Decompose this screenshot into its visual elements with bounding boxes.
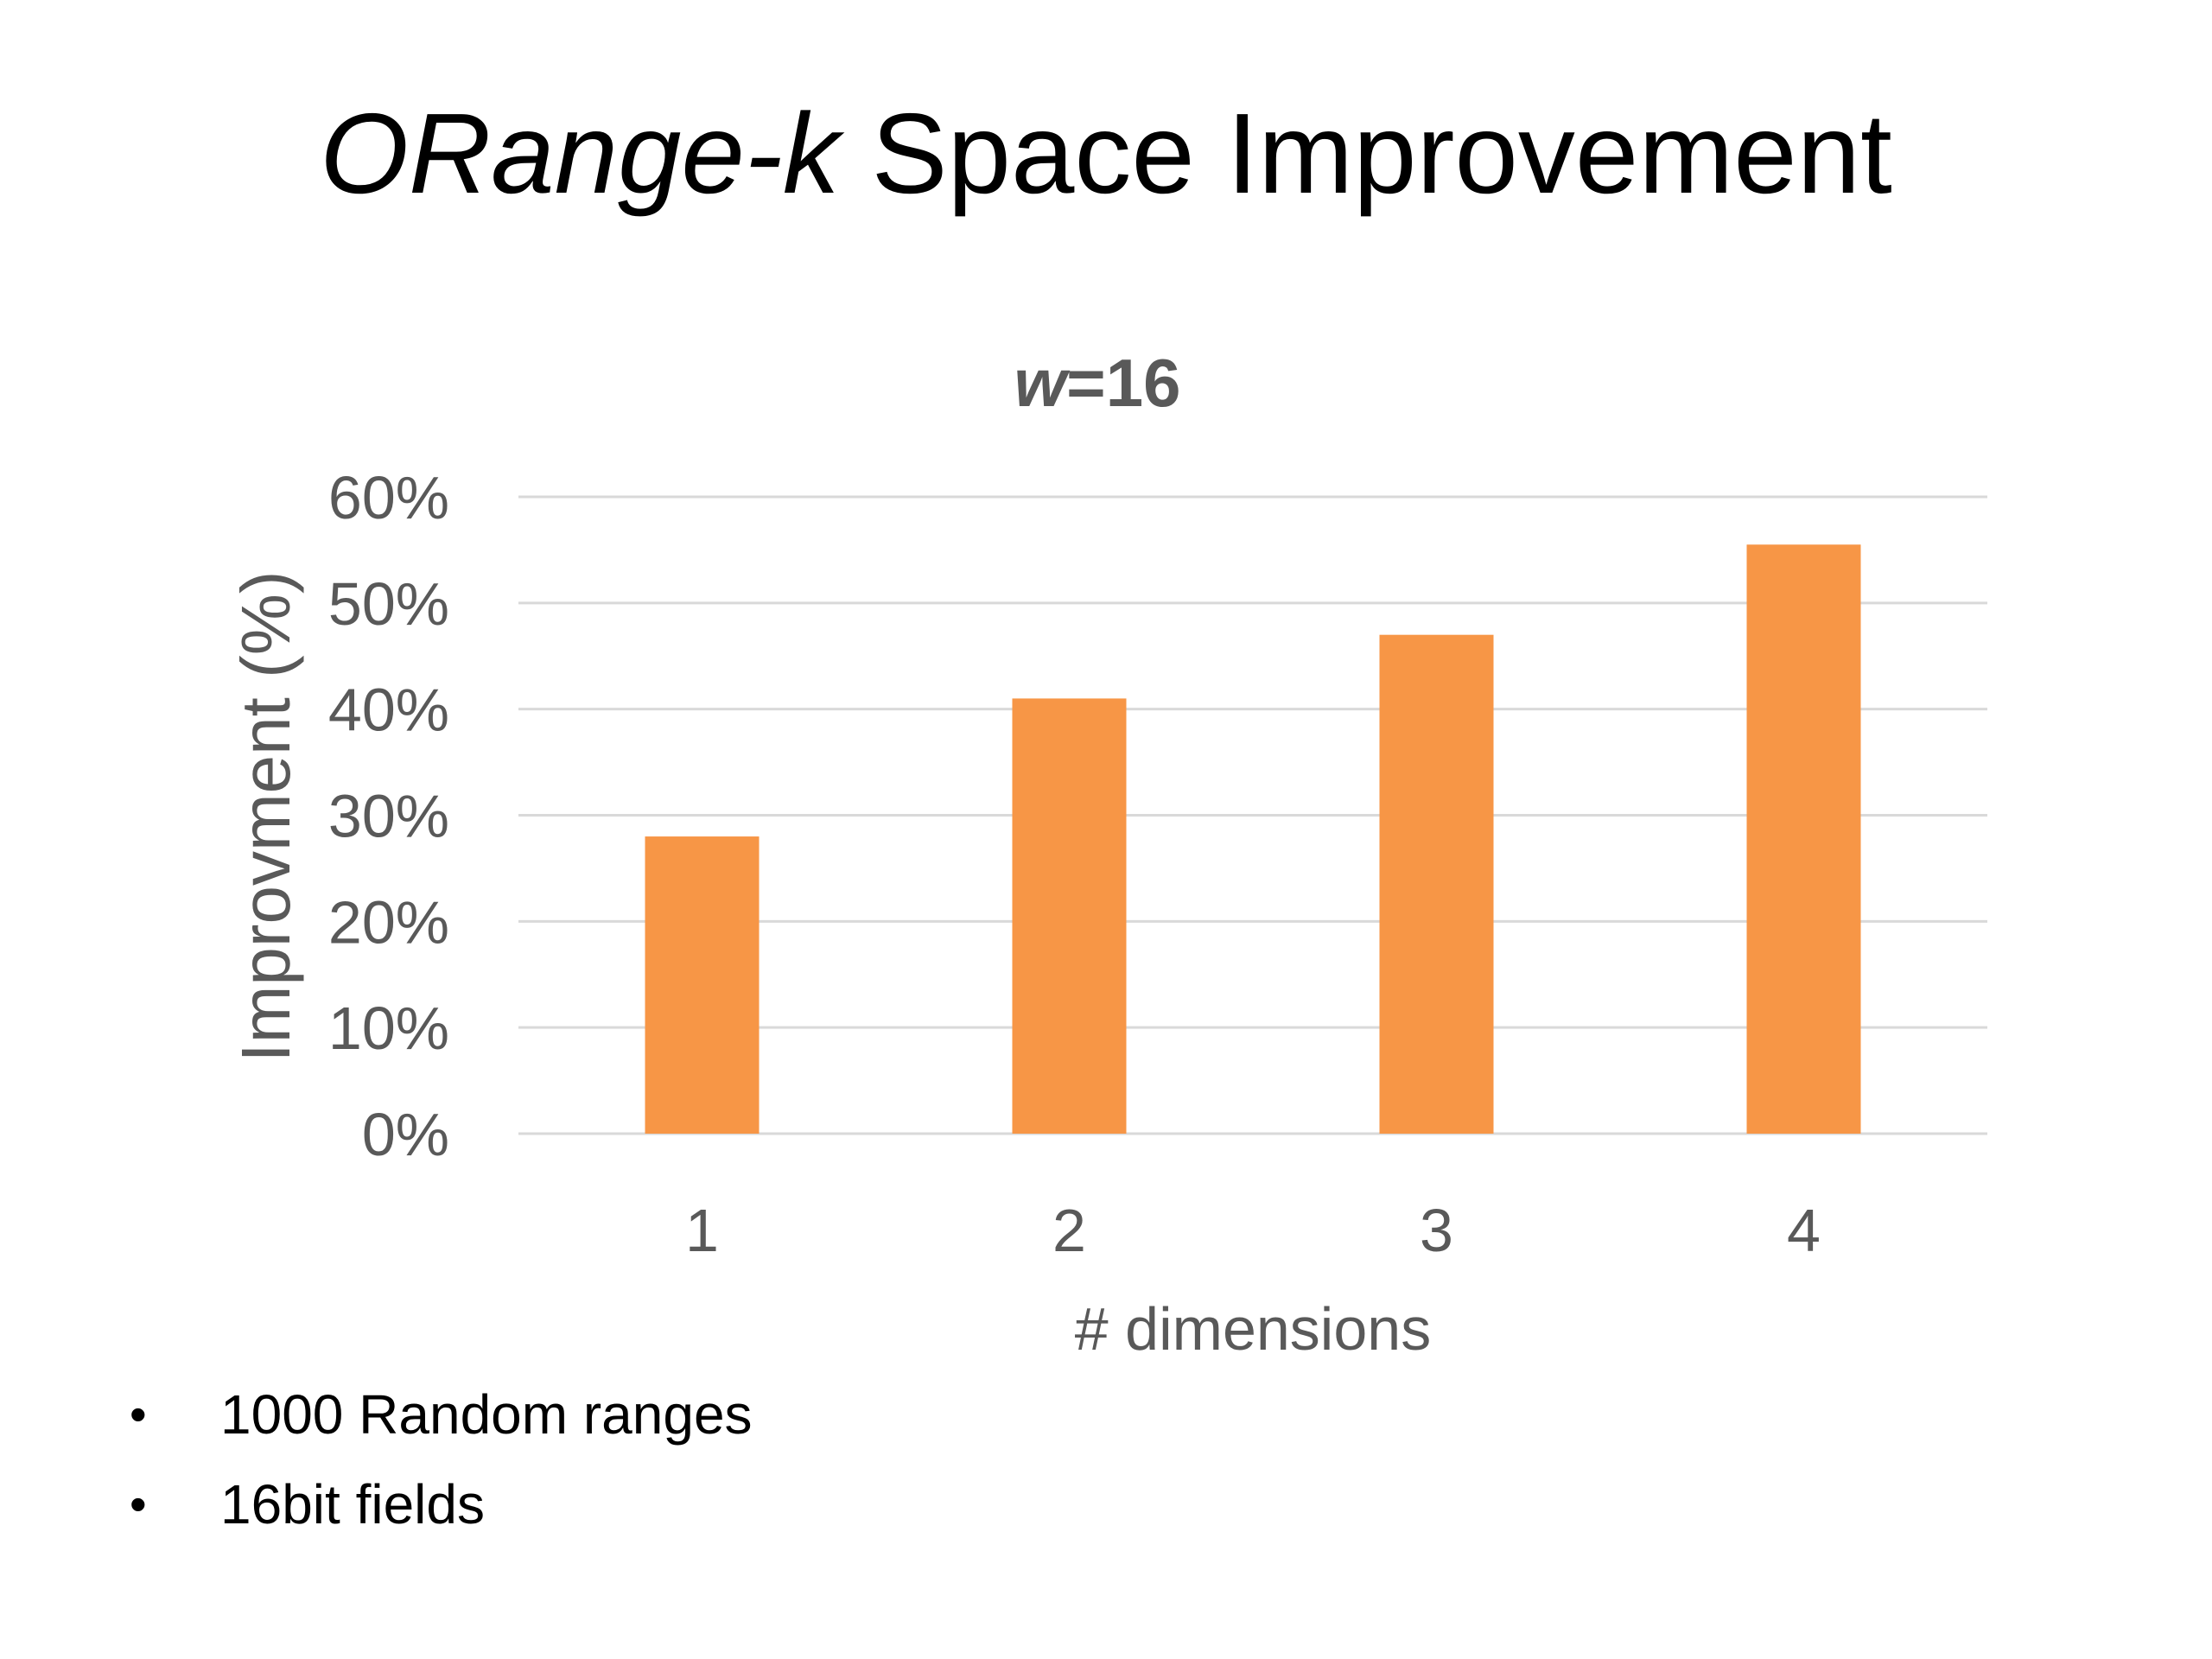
y-tick-label: 40% (328, 677, 449, 744)
slide-title-rest: Space Improvement (839, 90, 1892, 217)
bar-3 (1379, 634, 1494, 1134)
x-axis-label: # dimensions (1075, 1295, 1431, 1363)
bar-2 (1012, 698, 1127, 1134)
chart-title-rest: =16 (1066, 345, 1180, 421)
slide-title-italic: ORange-k (320, 90, 840, 217)
y-tick-label: 10% (328, 995, 449, 1062)
bar-1 (645, 836, 760, 1134)
slide-title: ORange-k Space Improvement (0, 91, 2212, 216)
y-axis-tick-labels: 0% 10% 20% 30% 40% 50% 60% (328, 464, 449, 1168)
bullet-item: • 16bit fields (130, 1459, 753, 1549)
y-tick-label: 60% (328, 464, 449, 531)
bullet-dot: • (130, 1477, 147, 1531)
x-tick-label: 3 (1420, 1197, 1453, 1264)
gridlines (518, 495, 1987, 1135)
bars (645, 544, 1861, 1134)
bullet-item: • 1000 Random ranges (130, 1370, 753, 1459)
bullet-dot: • (130, 1387, 147, 1441)
bullet-text: 1000 Random ranges (220, 1383, 753, 1446)
x-tick-label: 1 (685, 1197, 719, 1264)
y-tick-label: 20% (328, 888, 449, 956)
y-tick-label: 0% (362, 1101, 449, 1168)
chart-title-italic: w (1014, 345, 1071, 421)
bullet-list: • 1000 Random ranges • 16bit fields (130, 1370, 753, 1549)
y-tick-label: 50% (328, 570, 449, 638)
x-axis-tick-labels: 1 2 3 4 (685, 1197, 1821, 1264)
y-axis-label: Improvment (%) (227, 571, 304, 1063)
bar-4 (1746, 544, 1861, 1134)
chart-title: w=16 (1014, 345, 1181, 421)
x-tick-label: 4 (1787, 1197, 1821, 1264)
y-tick-label: 30% (328, 783, 449, 850)
bullet-text: 16bit fields (220, 1473, 485, 1535)
x-tick-label: 2 (1052, 1197, 1086, 1264)
